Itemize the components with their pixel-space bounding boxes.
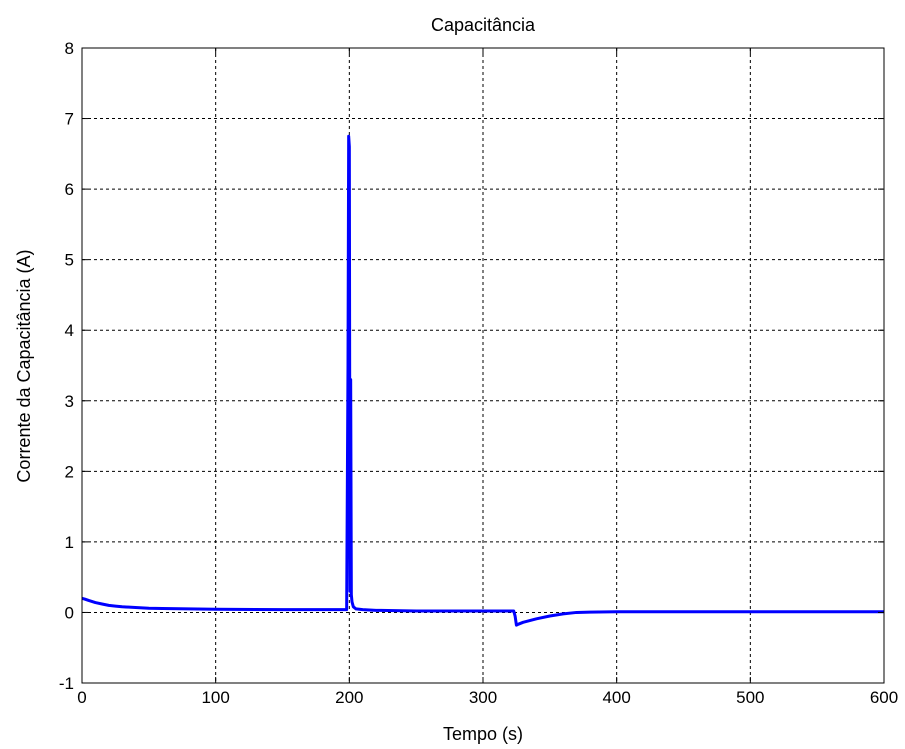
x-tick-label: 400 xyxy=(602,688,630,707)
x-tick-label: 200 xyxy=(335,688,363,707)
x-tick-label: 500 xyxy=(736,688,764,707)
y-tick-label: -1 xyxy=(59,674,74,693)
y-tick-label: 2 xyxy=(65,462,74,481)
y-tick-label: 3 xyxy=(65,392,74,411)
series-line-0 xyxy=(81,134,884,627)
x-tick-label: 0 xyxy=(77,688,86,707)
plot-background xyxy=(82,48,884,683)
y-tick-label: 1 xyxy=(65,533,74,552)
y-tick-label: 8 xyxy=(65,39,74,58)
chart-title: Capacitância xyxy=(431,15,536,35)
series-layer xyxy=(81,134,884,627)
x-tick-label: 100 xyxy=(201,688,229,707)
y-tick-label: 6 xyxy=(65,180,74,199)
y-axis-label: Corrente da Capacitância (A) xyxy=(14,249,34,482)
y-tick-label: 4 xyxy=(65,321,74,340)
y-tick-label: 0 xyxy=(65,603,74,622)
x-axis-label: Tempo (s) xyxy=(443,724,523,744)
x-tick-label: 300 xyxy=(469,688,497,707)
x-tick-label: 600 xyxy=(870,688,898,707)
y-tick-label: 5 xyxy=(65,251,74,270)
y-tick-label: 7 xyxy=(65,110,74,129)
